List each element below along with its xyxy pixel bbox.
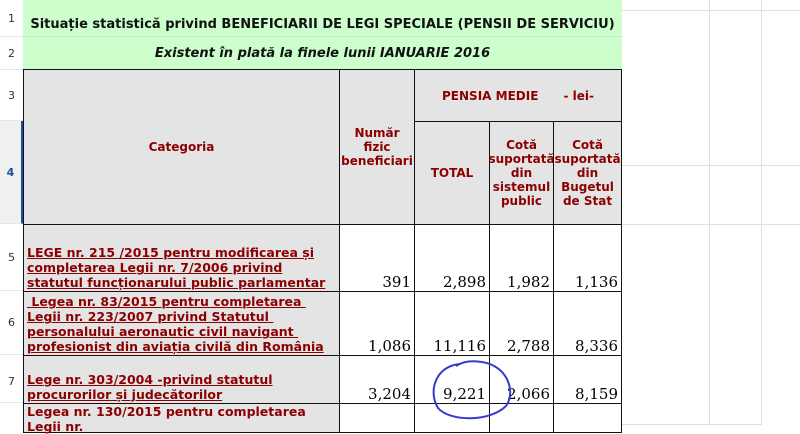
row-6-buget[interactable]: 8,336 — [553, 291, 622, 356]
row-7-buget[interactable]: 8,159 — [553, 355, 622, 404]
empty-column[interactable] — [710, 0, 762, 425]
row-6-total[interactable]: 11,116 — [414, 291, 490, 356]
row-5-categoria[interactable]: LEGE nr. 215 /2015 pentru modificarea și… — [23, 224, 340, 292]
row-header-7[interactable]: 7 — [0, 355, 23, 403]
row-header-1[interactable]: 1 — [0, 0, 23, 37]
sheet-subtitle[interactable]: Existent în plată la finele lunii IANUAR… — [23, 37, 622, 70]
row-header-5[interactable]: 5 — [0, 224, 23, 291]
row-header-3[interactable]: 3 — [0, 70, 23, 121]
row-8-numar[interactable] — [339, 403, 415, 433]
header-pensia-medie[interactable]: PENSIA MEDIE - lei- — [414, 69, 622, 122]
row-5-buget[interactable]: 1,136 — [553, 224, 622, 292]
row-8-buget[interactable] — [553, 403, 622, 433]
row-7-categoria[interactable]: Lege nr. 303/2004 -privind statutul proc… — [23, 355, 340, 404]
header-categoria[interactable]: Categoria — [23, 69, 340, 225]
row-7-numar[interactable]: 3,204 — [339, 355, 415, 404]
row-5-numar[interactable]: 391 — [339, 224, 415, 292]
gridline — [622, 10, 800, 11]
row-6-numar[interactable]: 1,086 — [339, 291, 415, 356]
sheet-title[interactable]: Situație statistică privind BENEFICIARII… — [23, 0, 622, 37]
row-header-2[interactable]: 2 — [0, 37, 23, 70]
row-header-4[interactable]: 4 — [0, 121, 23, 224]
row-header-6[interactable]: 6 — [0, 291, 23, 355]
gridline — [622, 224, 800, 225]
row-7-sistem[interactable]: 2,066 — [489, 355, 554, 404]
gridline — [622, 165, 800, 166]
empty-column[interactable] — [622, 0, 710, 425]
header-buget-stat[interactable]: Cotă suportată din Bugetul de Stat — [553, 121, 622, 225]
row-5-total[interactable]: 2,898 — [414, 224, 490, 292]
row-5-sistem[interactable]: 1,982 — [489, 224, 554, 292]
hand-drawn-circle-annotation — [432, 360, 511, 420]
row-6-categoria[interactable]: Legea nr. 83/2015 pentru completarea Leg… — [23, 291, 340, 356]
row-8-categoria[interactable]: Legea nr. 130/2015 pentru completarea Le… — [23, 403, 340, 434]
header-sistem-public[interactable]: Cotă suportată din sistemul public — [488, 121, 555, 225]
header-numar[interactable]: Număr fizic beneficiari — [339, 69, 415, 225]
row-7-total[interactable]: 9,221 — [414, 355, 490, 404]
header-total[interactable]: TOTAL — [414, 121, 490, 225]
row-6-sistem[interactable]: 2,788 — [489, 291, 554, 356]
